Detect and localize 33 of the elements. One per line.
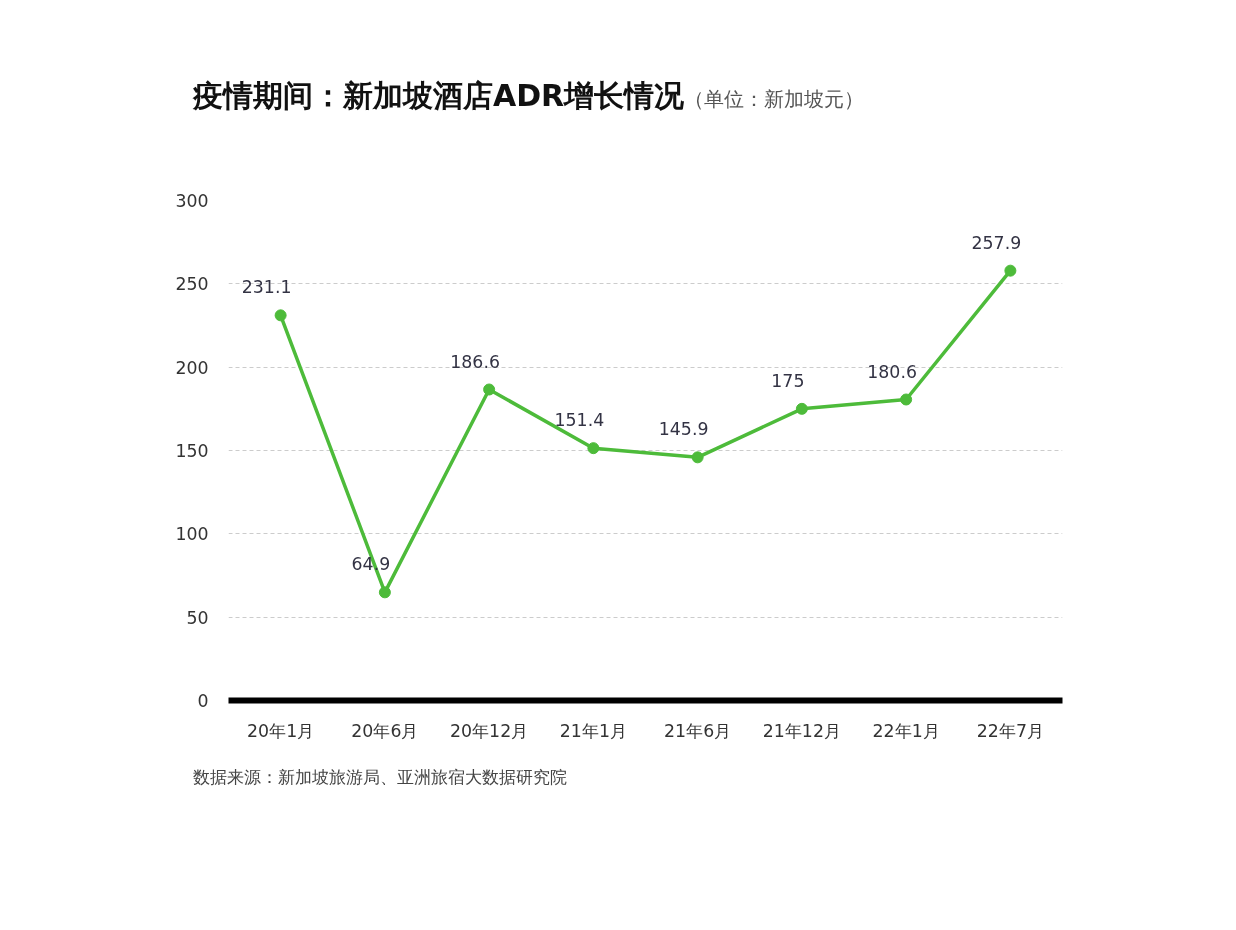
point bbox=[587, 442, 600, 455]
x-tick-label: 22年7月 bbox=[976, 720, 1044, 741]
x-tick-label: 20年6月 bbox=[351, 720, 419, 741]
y-tick-label: 300 bbox=[175, 191, 209, 211]
point bbox=[274, 309, 287, 322]
point bbox=[900, 393, 913, 406]
chart-title: 疫情期间：新加坡酒店ADR增长情况 bbox=[193, 78, 685, 113]
source-note: 数据来源：新加坡旅游局、亚洲旅宿大数据研究院 bbox=[193, 766, 567, 789]
data-label: 145.9 bbox=[658, 419, 709, 440]
y-tick-label: 100 bbox=[175, 524, 209, 545]
point bbox=[1004, 264, 1017, 277]
chart-subtitle: （单位：新加坡元） bbox=[684, 87, 865, 111]
x-tick-label: 21年6月 bbox=[664, 720, 732, 741]
x-tick-label: 20年12月 bbox=[450, 720, 529, 741]
y-tick-label: 0 bbox=[197, 691, 209, 711]
point bbox=[691, 451, 704, 464]
x-tick-label: 20年1月 bbox=[247, 720, 315, 741]
point bbox=[795, 402, 808, 415]
data-label: 180.6 bbox=[867, 361, 917, 382]
data-label: 175 bbox=[771, 370, 805, 391]
data-label: 257.9 bbox=[971, 232, 1022, 253]
point bbox=[378, 586, 391, 599]
point bbox=[483, 383, 496, 396]
x-tick-label: 22年1月 bbox=[872, 720, 940, 741]
data-label: 186.6 bbox=[450, 351, 500, 372]
y-tick-label: 50 bbox=[186, 607, 209, 628]
x-tick-label: 21年12月 bbox=[762, 720, 841, 741]
data-label: 231.1 bbox=[241, 277, 292, 298]
y-tick-label: 250 bbox=[175, 274, 209, 295]
data-label: 151.4 bbox=[554, 410, 605, 431]
y-tick-label: 200 bbox=[175, 357, 209, 378]
y-tick-label: 150 bbox=[175, 441, 209, 461]
x-tick-label: 21年1月 bbox=[559, 720, 627, 741]
